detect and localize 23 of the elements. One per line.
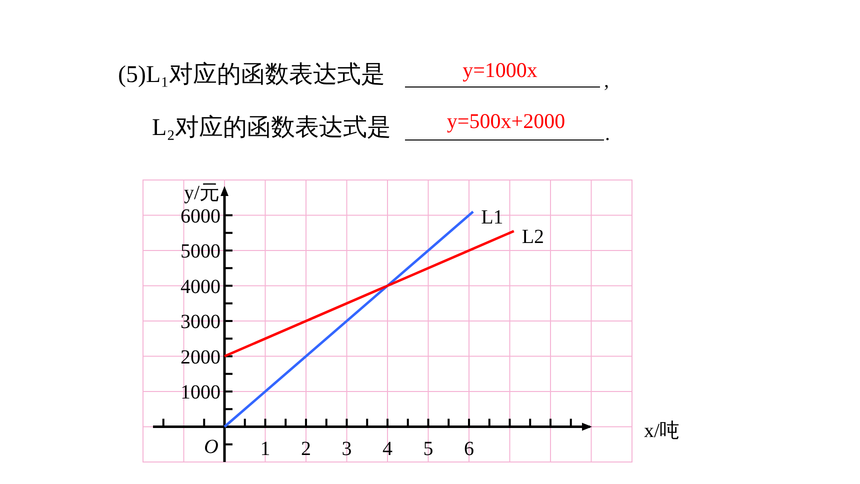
y-tick-label: 4000 [180,276,220,298]
x-tick-label: 2 [301,438,311,460]
y-tick-label: 5000 [180,240,220,262]
y-axis-title: y/元 [184,182,220,204]
x-tick-label: 5 [423,438,434,460]
text: , [604,70,609,92]
y-tick-label: 1000 [180,382,220,404]
chart-subtitle: L₂对应的函数表达式是 [152,114,392,141]
x-tick-label: 3 [342,438,352,460]
chart-title: (5)L₁对应的函数表达式是 [118,61,386,88]
annotation: O [204,436,218,458]
series-label: L2 [522,226,544,248]
y-tick-label: 6000 [180,205,220,228]
y-tick-label: 2000 [180,346,220,368]
series-label: L1 [481,206,504,229]
text: . [605,123,610,145]
x-axis-title: x/吨 [644,420,680,442]
y-tick-label: 3000 [180,311,220,333]
x-tick-label: 6 [464,438,474,460]
x-tick-label: 4 [382,438,392,460]
text: y=1000x [462,58,538,82]
x-tick-label: 1 [260,438,270,460]
text: y=500x+2000 [446,109,566,133]
